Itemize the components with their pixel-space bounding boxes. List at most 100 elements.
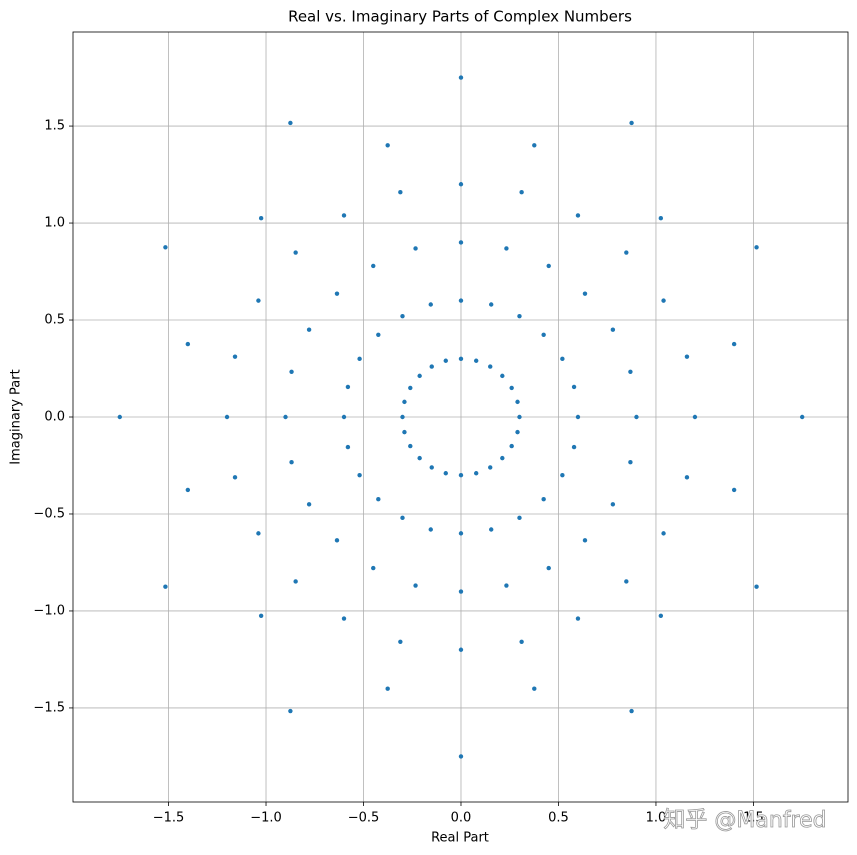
point bbox=[532, 686, 537, 691]
x-tick-label: −1.0 bbox=[250, 811, 282, 826]
point bbox=[400, 414, 405, 420]
y-tick-label: 1.0 bbox=[44, 216, 65, 231]
point bbox=[288, 120, 293, 126]
point bbox=[283, 414, 288, 420]
y-tick-label: −0.5 bbox=[33, 506, 65, 521]
chart-title: Real vs. Imaginary Parts of Complex Numb… bbox=[288, 8, 632, 26]
y-axis-label: Imaginary Part bbox=[9, 369, 24, 464]
point bbox=[489, 527, 494, 532]
point bbox=[458, 472, 464, 478]
axes-frame bbox=[72, 31, 849, 803]
point bbox=[500, 455, 505, 461]
point bbox=[731, 341, 737, 347]
point bbox=[357, 356, 362, 362]
y-tick-label: −1.0 bbox=[33, 603, 65, 618]
point bbox=[413, 583, 418, 588]
points bbox=[117, 75, 805, 759]
point bbox=[504, 246, 509, 251]
point bbox=[458, 531, 464, 536]
point bbox=[575, 616, 581, 621]
point bbox=[428, 302, 433, 307]
point bbox=[417, 455, 422, 461]
point bbox=[582, 291, 588, 296]
point bbox=[488, 364, 493, 369]
point bbox=[185, 487, 191, 493]
point bbox=[458, 647, 464, 652]
point bbox=[754, 245, 759, 250]
point bbox=[532, 143, 537, 148]
point bbox=[560, 356, 565, 362]
point bbox=[582, 538, 588, 543]
point bbox=[376, 332, 381, 337]
point bbox=[546, 263, 551, 269]
point bbox=[232, 354, 238, 359]
point bbox=[628, 369, 633, 375]
point bbox=[341, 213, 347, 218]
point bbox=[117, 414, 122, 420]
point bbox=[560, 472, 565, 478]
point bbox=[473, 358, 479, 363]
point bbox=[575, 213, 581, 218]
point bbox=[509, 443, 514, 449]
point bbox=[692, 414, 698, 420]
point bbox=[289, 459, 294, 465]
point bbox=[400, 313, 405, 319]
point bbox=[515, 429, 520, 435]
grid: −1.5 −1.0 −0.5 0.0 0.5 1.0 1.5 −1.5 −1.0 −0.5 0.0 0… bbox=[33, 32, 848, 826]
point bbox=[458, 589, 464, 594]
point bbox=[458, 182, 464, 187]
point bbox=[504, 583, 509, 588]
point bbox=[428, 527, 433, 532]
point bbox=[541, 332, 546, 337]
y-tick-label: 1.5 bbox=[44, 119, 65, 134]
point bbox=[402, 399, 407, 405]
point bbox=[628, 459, 633, 465]
point bbox=[376, 497, 381, 502]
point bbox=[661, 298, 666, 303]
y-tick-label: 0.0 bbox=[44, 410, 65, 425]
point bbox=[571, 444, 577, 450]
point bbox=[293, 250, 298, 255]
point bbox=[658, 613, 664, 619]
point bbox=[458, 356, 464, 362]
point bbox=[371, 263, 376, 269]
point bbox=[306, 502, 312, 507]
point bbox=[256, 531, 261, 536]
point bbox=[371, 565, 376, 571]
point bbox=[629, 708, 634, 714]
point bbox=[754, 584, 759, 589]
x-tick-label: 0.5 bbox=[548, 811, 569, 826]
point bbox=[661, 531, 666, 536]
point bbox=[163, 245, 168, 250]
point bbox=[398, 639, 403, 644]
point bbox=[489, 302, 494, 307]
point bbox=[400, 515, 405, 521]
point bbox=[519, 639, 524, 644]
point bbox=[334, 291, 340, 296]
point bbox=[610, 502, 616, 507]
x-tick-label: 1.5 bbox=[743, 811, 764, 826]
point bbox=[443, 358, 448, 363]
point bbox=[515, 399, 520, 405]
point bbox=[413, 246, 418, 251]
point bbox=[256, 298, 261, 303]
point bbox=[334, 538, 340, 543]
point bbox=[306, 327, 312, 332]
point bbox=[610, 327, 616, 332]
point bbox=[684, 354, 690, 359]
point bbox=[629, 120, 634, 126]
point bbox=[517, 313, 522, 319]
point bbox=[500, 373, 505, 379]
point bbox=[517, 414, 522, 420]
x-tick-label: −0.5 bbox=[348, 811, 380, 826]
point bbox=[429, 465, 434, 470]
watermark: 知乎 @Manfred bbox=[663, 808, 826, 833]
point bbox=[546, 565, 551, 571]
point bbox=[799, 414, 805, 420]
point bbox=[509, 385, 514, 391]
x-tick-label: 0.0 bbox=[451, 811, 472, 826]
point bbox=[341, 414, 347, 420]
point bbox=[624, 250, 629, 255]
point bbox=[458, 754, 464, 759]
